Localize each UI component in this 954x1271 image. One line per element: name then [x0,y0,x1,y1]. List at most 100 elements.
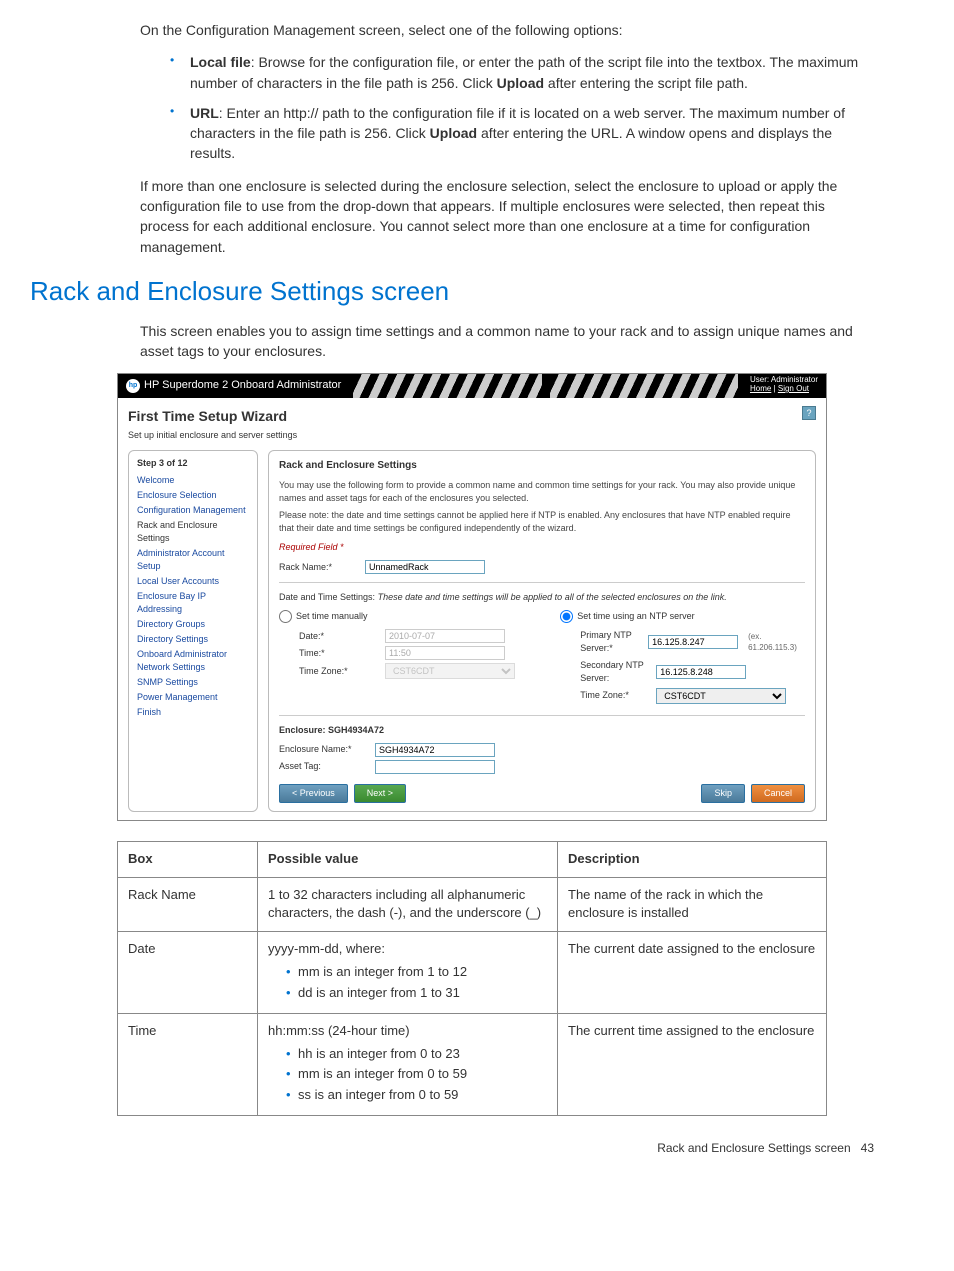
cell-desc: The current time assigned to the enclosu… [558,1013,827,1115]
section-heading: Rack and Enclosure Settings screen [30,273,914,311]
hp-logo-icon: hp [126,379,140,393]
cell-value: yyyy-mm-dd, where: mm is an integer from… [258,932,558,1014]
col-desc: Description [558,841,827,877]
option-label: URL [190,105,219,121]
signout-link[interactable]: Sign Out [778,384,809,393]
primary-ntp-label: Primary NTP Server:* [580,629,642,655]
enclosure-heading: Enclosure: SGH4934A72 [279,724,805,737]
cell-box: Rack Name [118,877,258,932]
secondary-ntp-input[interactable] [656,665,746,679]
upload-word: Upload [430,125,477,141]
col-box: Box [118,841,258,877]
sidebar-item-finish[interactable]: Finish [137,706,249,719]
list-item: Local file: Browse for the configuration… [170,52,874,93]
datetime-note: These date and time settings will be app… [378,592,727,602]
value-item: mm is an integer from 1 to 12 [286,963,547,982]
timezone-select[interactable]: CST6CDT [385,663,515,679]
cell-desc: The name of the rack in which the enclos… [558,877,827,932]
sidebar-item-welcome[interactable]: Welcome [137,474,249,487]
table-row: Date yyyy-mm-dd, where: mm is an integer… [118,932,827,1014]
rack-name-input[interactable] [365,560,485,574]
sidebar-item-dir-groups[interactable]: Directory Groups [137,618,249,631]
value-head: hh:mm:ss (24-hour time) [268,1023,410,1038]
page-number: 43 [861,1141,874,1155]
step-indicator: Step 3 of 12 [137,457,249,470]
sidebar-item-snmp[interactable]: SNMP Settings [137,676,249,689]
required-field-note: Required Field * [279,541,805,554]
rack-name-label: Rack Name:* [279,561,359,574]
rack-name-row: Rack Name:* [279,560,805,574]
col-value: Possible value [258,841,558,877]
cell-desc: The current date assigned to the enclosu… [558,932,827,1014]
sidebar-item-oa-network[interactable]: Onboard Administrator Network Settings [137,648,249,674]
manual-time-radio[interactable] [279,610,292,623]
sidebar-item-rack-settings[interactable]: Rack and Enclosure Settings [137,519,249,545]
page-footer: Rack and Enclosure Settings screen 43 [30,1140,914,1157]
enclosure-name-label: Enclosure Name:* [279,743,369,756]
sidebar-item-admin-account[interactable]: Administrator Account Setup [137,547,249,573]
sidebar-item-enclosure-selection[interactable]: Enclosure Selection [137,489,249,502]
intro-paragraph: On the Configuration Management screen, … [140,20,874,40]
wizard-button-bar: < Previous Next > Skip Cancel [279,784,805,803]
previous-button[interactable]: < Previous [279,784,348,803]
time-input[interactable] [385,646,505,660]
divider [279,582,805,583]
next-button[interactable]: Next > [354,784,406,803]
wizard-subtitle: Set up initial enclosure and server sett… [128,429,297,442]
value-item: dd is an integer from 1 to 31 [286,984,547,1003]
table-row: Time hh:mm:ss (24-hour time) hh is an in… [118,1013,827,1115]
datetime-label: Date and Time Settings: [279,592,375,602]
skip-button[interactable]: Skip [701,784,745,803]
cell-box: Date [118,932,258,1014]
sidebar-item-power[interactable]: Power Management [137,691,249,704]
sidebar-item-dir-settings[interactable]: Directory Settings [137,633,249,646]
secondary-ntp-label: Secondary NTP Server: [580,659,650,685]
panel-heading: Rack and Enclosure Settings [279,459,805,474]
app-title-text: HP Superdome 2 Onboard Administrator [144,378,341,394]
enclosure-name-input[interactable] [375,743,495,757]
list-item: URL: Enter an http:// path to the config… [170,103,874,164]
asset-tag-input[interactable] [375,760,495,774]
parameters-table: Box Possible value Description Rack Name… [117,841,827,1116]
asset-tag-label: Asset Tag: [279,760,369,773]
manual-time-group: Set time manually Date:* Time:* Time Zon… [279,610,520,706]
wizard-content: Rack and Enclosure Settings You may use … [268,450,816,812]
header-stripe [550,374,738,398]
upload-word: Upload [497,75,544,91]
help-icon[interactable]: ? [802,406,816,420]
divider [279,715,805,716]
value-head: yyyy-mm-dd, where: [268,941,385,956]
header-stripe [353,374,541,398]
ntp-time-group: Set time using an NTP server Primary NTP… [560,610,805,706]
cancel-button[interactable]: Cancel [751,784,805,803]
cell-value: hh:mm:ss (24-hour time) hh is an integer… [258,1013,558,1115]
value-item: mm is an integer from 0 to 59 [286,1065,547,1084]
panel-paragraph: You may use the following form to provid… [279,479,805,505]
manual-time-label: Set time manually [296,610,368,623]
sidebar-item-bay-ip[interactable]: Enclosure Bay IP Addressing [137,590,249,616]
option-label: Local file [190,54,251,70]
wizard-title: First Time Setup Wizard [128,406,297,426]
app-header: hp HP Superdome 2 Onboard Administrator … [118,374,826,398]
panel-paragraph: Please note: the date and time settings … [279,509,805,535]
footer-text: Rack and Enclosure Settings screen [657,1141,850,1155]
timezone2-label: Time Zone:* [580,689,650,702]
datetime-caption: Date and Time Settings: These date and t… [279,591,805,604]
table-row: Rack Name 1 to 32 characters including a… [118,877,827,932]
options-list: Local file: Browse for the configuration… [170,52,874,163]
sidebar-item-config-mgmt[interactable]: Configuration Management [137,504,249,517]
wizard-sidebar: Step 3 of 12 Welcome Enclosure Selection… [128,450,258,812]
ntp-time-label: Set time using an NTP server [577,610,694,623]
option-tail: after entering the script file path. [544,75,748,91]
time-label: Time:* [299,647,379,660]
cell-box: Time [118,1013,258,1115]
primary-ntp-input[interactable] [648,635,738,649]
sidebar-item-local-users[interactable]: Local User Accounts [137,575,249,588]
ntp-example: (ex. 61.206.115.3) [748,631,805,654]
date-input[interactable] [385,629,505,643]
home-link[interactable]: Home [750,384,771,393]
app-title: hp HP Superdome 2 Onboard Administrator [118,374,349,398]
timezone2-select[interactable]: CST6CDT [656,688,786,704]
oa-screenshot: hp HP Superdome 2 Onboard Administrator … [117,373,827,820]
ntp-time-radio[interactable] [560,610,573,623]
